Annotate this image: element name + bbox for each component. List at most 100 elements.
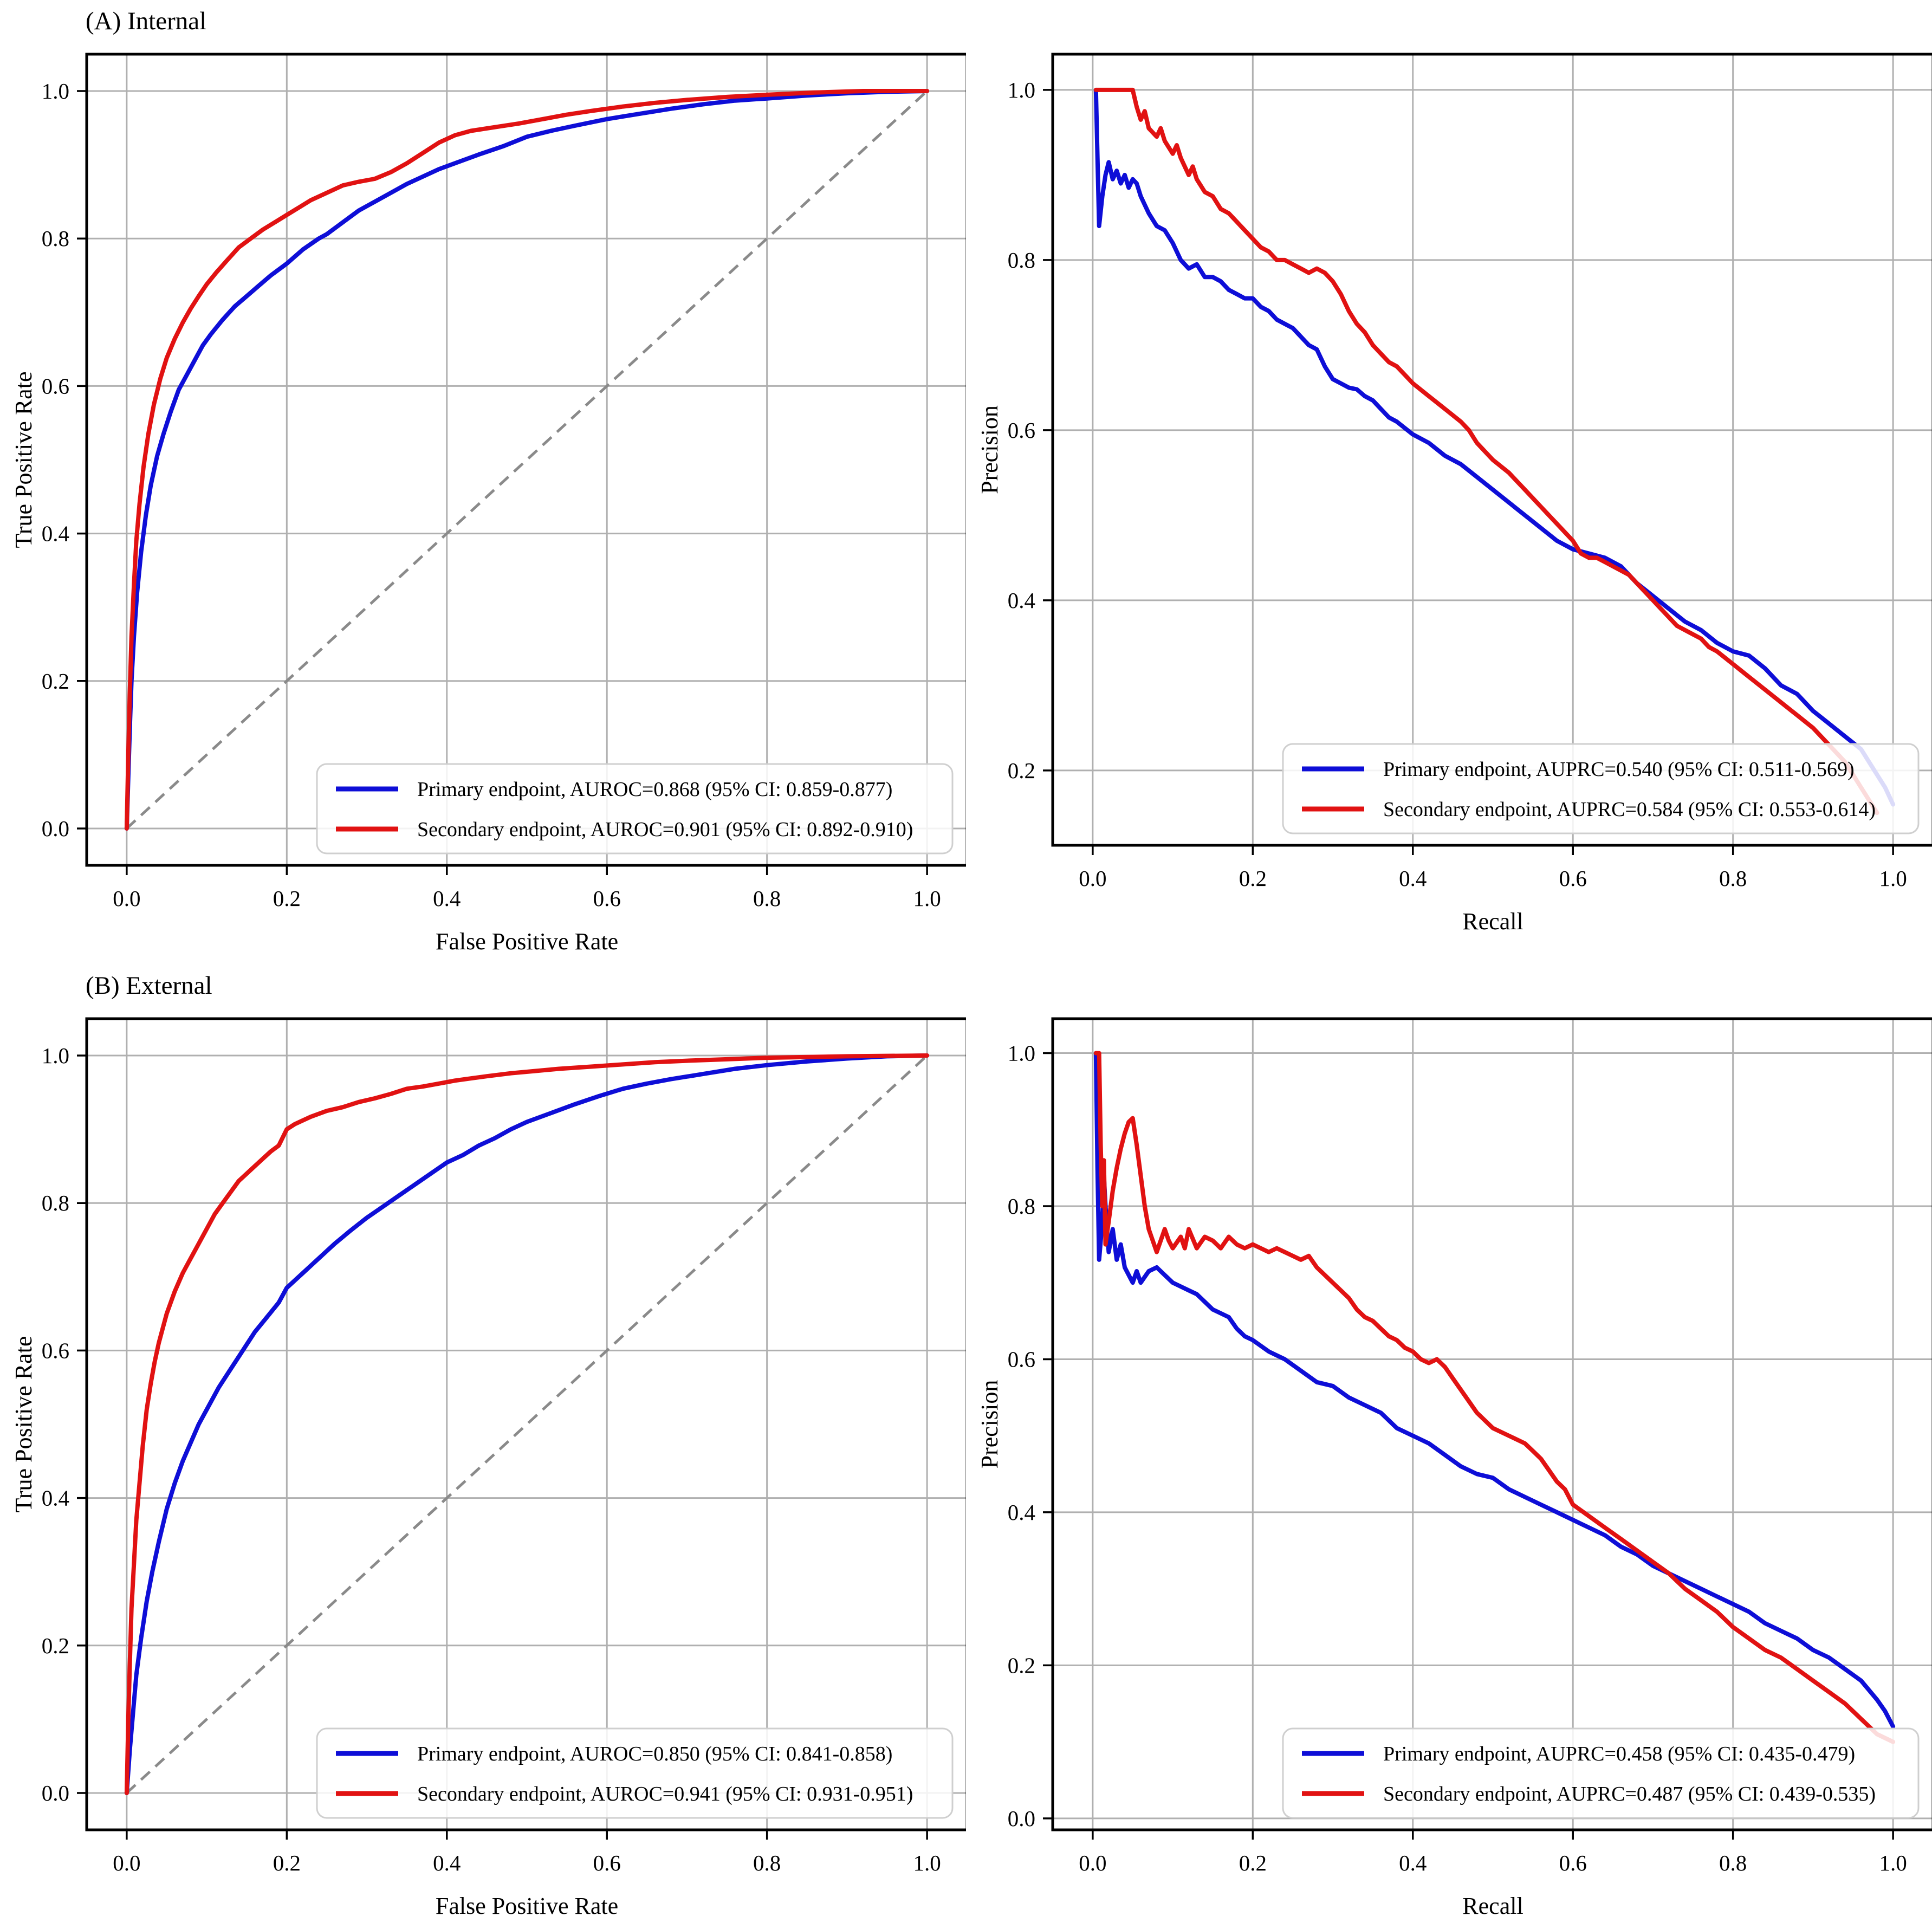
legend-box bbox=[316, 1727, 954, 1819]
svg-text:0.0: 0.0 bbox=[113, 886, 140, 911]
svg-text:1.0: 1.0 bbox=[1879, 866, 1907, 891]
svg-text:0.4: 0.4 bbox=[433, 886, 461, 911]
legend-box bbox=[1282, 1727, 1920, 1819]
tick-marks bbox=[1043, 1052, 1894, 1840]
svg-text:0.8: 0.8 bbox=[753, 1850, 781, 1875]
x-axis-label: False Positive Rate bbox=[436, 1893, 618, 1919]
svg-text:0.6: 0.6 bbox=[1559, 866, 1587, 891]
internal-roc-chart: 0.0 0.2 0.4 0.6 0.8 1.0 0.0 0.2 0.4 0.6 0.8 1.0 Fals… bbox=[0, 0, 966, 964]
gridlines bbox=[87, 54, 966, 865]
svg-text:0.8: 0.8 bbox=[42, 226, 69, 251]
legend-label-secondary-endpoint: Secondary endpoint, AUPRC=0.487 (95% CI:… bbox=[1383, 1783, 1876, 1805]
tick-labels: 0.0 0.2 0.4 0.6 0.8 1.0 0.0 0.2 0.4 0.6 0.8 1.0 bbox=[42, 1043, 941, 1875]
legend-label-primary-endpoint: Primary endpoint, AUROC=0.850 (95% CI: 0… bbox=[417, 1743, 892, 1765]
legend: Primary endpoint, AUROC=0.850 (95% CI: 0… bbox=[316, 1727, 954, 1819]
chance-diagonal-line bbox=[126, 1054, 928, 1794]
plot-frame bbox=[85, 53, 966, 867]
svg-text:0.4: 0.4 bbox=[433, 1850, 461, 1875]
svg-text:0.2: 0.2 bbox=[42, 669, 69, 694]
panel-title-external: (B) External bbox=[86, 972, 212, 1000]
panel-title-internal: (A) Internal bbox=[86, 7, 207, 35]
svg-text:0.8: 0.8 bbox=[753, 886, 781, 911]
svg-text:1.0: 1.0 bbox=[42, 1043, 69, 1068]
svg-text:0.8: 0.8 bbox=[1719, 866, 1747, 891]
svg-text:0.0: 0.0 bbox=[1079, 1850, 1106, 1875]
legend: Primary endpoint, AUPRC=0.458 (95% CI: 0… bbox=[1282, 1727, 1920, 1819]
svg-text:0.2: 0.2 bbox=[42, 1633, 69, 1658]
series-secondary-endpoint bbox=[1093, 1051, 1896, 1744]
tick-marks bbox=[77, 1054, 928, 1840]
svg-text:0.2: 0.2 bbox=[1239, 1850, 1267, 1875]
svg-text:1.0: 1.0 bbox=[913, 1850, 941, 1875]
svg-text:0.4: 0.4 bbox=[42, 1486, 69, 1511]
tick-marks bbox=[1043, 89, 1894, 855]
plot-frame bbox=[1051, 1017, 1932, 1831]
series-secondary-endpoint bbox=[124, 89, 930, 831]
tick-labels: 0.0 0.2 0.4 0.6 0.8 1.0 0.0 0.2 0.4 0.6 0.8 1.0 bbox=[42, 79, 941, 911]
y-axis-label: Precision bbox=[976, 1380, 1003, 1469]
tick-labels: 0.0 0.2 0.4 0.6 0.8 1.0 0.2 0.4 0.6 0.8 1.0 bbox=[1008, 77, 1907, 891]
svg-text:0.4: 0.4 bbox=[1008, 1500, 1035, 1525]
legend-label-secondary-endpoint: Secondary endpoint, AUPRC=0.584 (95% CI:… bbox=[1383, 798, 1876, 821]
svg-text:0.4: 0.4 bbox=[1008, 588, 1035, 613]
svg-text:0.6: 0.6 bbox=[42, 1338, 69, 1363]
x-axis-label: Recall bbox=[1462, 1893, 1523, 1919]
svg-text:0.4: 0.4 bbox=[42, 521, 69, 546]
svg-text:1.0: 1.0 bbox=[913, 886, 941, 911]
svg-text:1.0: 1.0 bbox=[1879, 1850, 1907, 1875]
legend-box bbox=[316, 763, 954, 855]
external-roc-chart: 0.0 0.2 0.4 0.6 0.8 1.0 0.0 0.2 0.4 0.6 0.8 1.0 Fals… bbox=[0, 964, 966, 1929]
panel-internal-pr: 0.0 0.2 0.4 0.6 0.8 1.0 0.2 0.4 0.6 0.8 1.0 Recall P… bbox=[966, 0, 1932, 964]
tick-marks bbox=[77, 90, 928, 875]
panel-external-roc: 0.0 0.2 0.4 0.6 0.8 1.0 0.0 0.2 0.4 0.6 0.8 1.0 Fals… bbox=[0, 964, 966, 1929]
legend: Primary endpoint, AUPRC=0.540 (95% CI: 0… bbox=[1282, 743, 1920, 834]
series-secondary-endpoint bbox=[124, 1053, 930, 1795]
svg-text:0.2: 0.2 bbox=[273, 1850, 301, 1875]
svg-text:0.8: 0.8 bbox=[1008, 1194, 1035, 1219]
legend-label-primary-endpoint: Primary endpoint, AUROC=0.868 (95% CI: 0… bbox=[417, 778, 892, 801]
svg-text:0.6: 0.6 bbox=[42, 373, 69, 398]
series-primary-endpoint bbox=[124, 1053, 930, 1795]
y-axis-label: Precision bbox=[976, 405, 1003, 494]
svg-text:0.6: 0.6 bbox=[1008, 418, 1035, 443]
gridlines bbox=[1053, 54, 1932, 845]
series-primary-endpoint bbox=[1093, 1051, 1896, 1729]
gridlines bbox=[1053, 1019, 1932, 1830]
svg-text:0.2: 0.2 bbox=[1008, 1653, 1035, 1678]
svg-text:0.2: 0.2 bbox=[273, 886, 301, 911]
svg-text:0.0: 0.0 bbox=[113, 1850, 140, 1875]
svg-text:0.6: 0.6 bbox=[593, 1850, 621, 1875]
svg-text:1.0: 1.0 bbox=[1008, 1041, 1035, 1066]
tick-labels: 0.0 0.2 0.4 0.6 0.8 1.0 0.0 0.2 0.4 0.6 0.8 1.0 bbox=[1008, 1041, 1907, 1875]
svg-text:1.0: 1.0 bbox=[1008, 77, 1035, 102]
legend-box bbox=[1282, 743, 1920, 834]
x-axis-label: False Positive Rate bbox=[436, 928, 618, 955]
svg-text:0.0: 0.0 bbox=[42, 1781, 69, 1805]
legend: Primary endpoint, AUROC=0.868 (95% CI: 0… bbox=[316, 763, 954, 855]
panel-external-pr: 0.0 0.2 0.4 0.6 0.8 1.0 0.0 0.2 0.4 0.6 0.8 1.0 Reca… bbox=[966, 964, 1932, 1929]
legend-label-primary-endpoint: Primary endpoint, AUPRC=0.458 (95% CI: 0… bbox=[1383, 1743, 1855, 1765]
legend-label-secondary-endpoint: Secondary endpoint, AUROC=0.941 (95% CI:… bbox=[417, 1783, 913, 1805]
svg-text:0.8: 0.8 bbox=[42, 1190, 69, 1215]
svg-text:0.4: 0.4 bbox=[1399, 866, 1427, 891]
svg-text:0.6: 0.6 bbox=[1008, 1347, 1035, 1371]
y-axis-label: True Positive Rate bbox=[10, 1336, 37, 1513]
x-axis-label: Recall bbox=[1462, 908, 1523, 935]
plot-frame bbox=[1051, 53, 1932, 847]
chance-diagonal-line bbox=[126, 90, 928, 830]
series-primary-endpoint bbox=[124, 89, 930, 831]
internal-pr-chart: 0.0 0.2 0.4 0.6 0.8 1.0 0.2 0.4 0.6 0.8 1.0 Recall P… bbox=[966, 0, 1932, 964]
svg-text:0.0: 0.0 bbox=[1079, 866, 1106, 891]
svg-text:1.0: 1.0 bbox=[42, 79, 69, 103]
svg-text:0.2: 0.2 bbox=[1239, 866, 1267, 891]
legend-label-primary-endpoint: Primary endpoint, AUPRC=0.540 (95% CI: 0… bbox=[1383, 758, 1855, 781]
y-axis-label: True Positive Rate bbox=[10, 372, 37, 548]
svg-text:0.4: 0.4 bbox=[1399, 1850, 1427, 1875]
series-primary-endpoint bbox=[1093, 87, 1896, 807]
svg-text:0.6: 0.6 bbox=[1559, 1850, 1587, 1875]
series-secondary-endpoint bbox=[1093, 87, 1879, 815]
svg-text:0.2: 0.2 bbox=[1008, 758, 1035, 783]
svg-text:0.8: 0.8 bbox=[1719, 1850, 1747, 1875]
svg-text:0.0: 0.0 bbox=[42, 816, 69, 841]
svg-text:0.0: 0.0 bbox=[1008, 1806, 1035, 1831]
